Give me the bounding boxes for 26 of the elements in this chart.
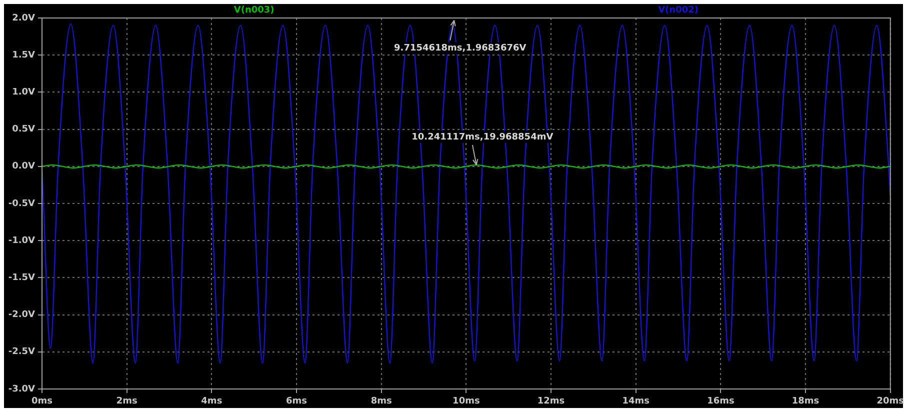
y-tick-label: -1.0V [8, 236, 36, 246]
y-tick-label: 1.5V [12, 50, 36, 60]
y-tick-label: -3.0V [8, 384, 36, 394]
x-tick-label: 14ms [622, 396, 650, 407]
y-tick-label: 0.5V [12, 124, 36, 135]
y-tick-label: 0.0V [12, 162, 36, 172]
x-tick-label: 16ms [707, 396, 734, 407]
x-tick-label: 8ms [370, 396, 392, 407]
annotation: 9.7154618ms,1.9683676V [394, 44, 526, 54]
x-tick-label: 10ms [452, 396, 480, 407]
y-tick-label: -0.5V [8, 198, 36, 209]
y-tick-label: 2.0V [12, 13, 36, 24]
x-tick-label: 12ms [537, 396, 565, 407]
y-tick-label: -1.5V [8, 273, 36, 284]
series-label: V(n002) [658, 5, 698, 16]
y-tick-label: 1.0V [12, 88, 36, 98]
x-tick-label: 2ms [116, 396, 138, 407]
x-tick-label: 0ms [32, 396, 52, 407]
y-tick-label: -2.5V [8, 347, 36, 358]
x-tick-label: 4ms [201, 396, 222, 407]
x-tick-label: 18ms [792, 396, 820, 407]
annotation: 10.241117ms,19.968854mV [412, 132, 554, 142]
x-tick-label: 6ms [286, 396, 308, 407]
text: V(n003) [234, 5, 274, 16]
y-tick-label: -2.0V [8, 310, 36, 320]
line-series [42, 23, 890, 364]
